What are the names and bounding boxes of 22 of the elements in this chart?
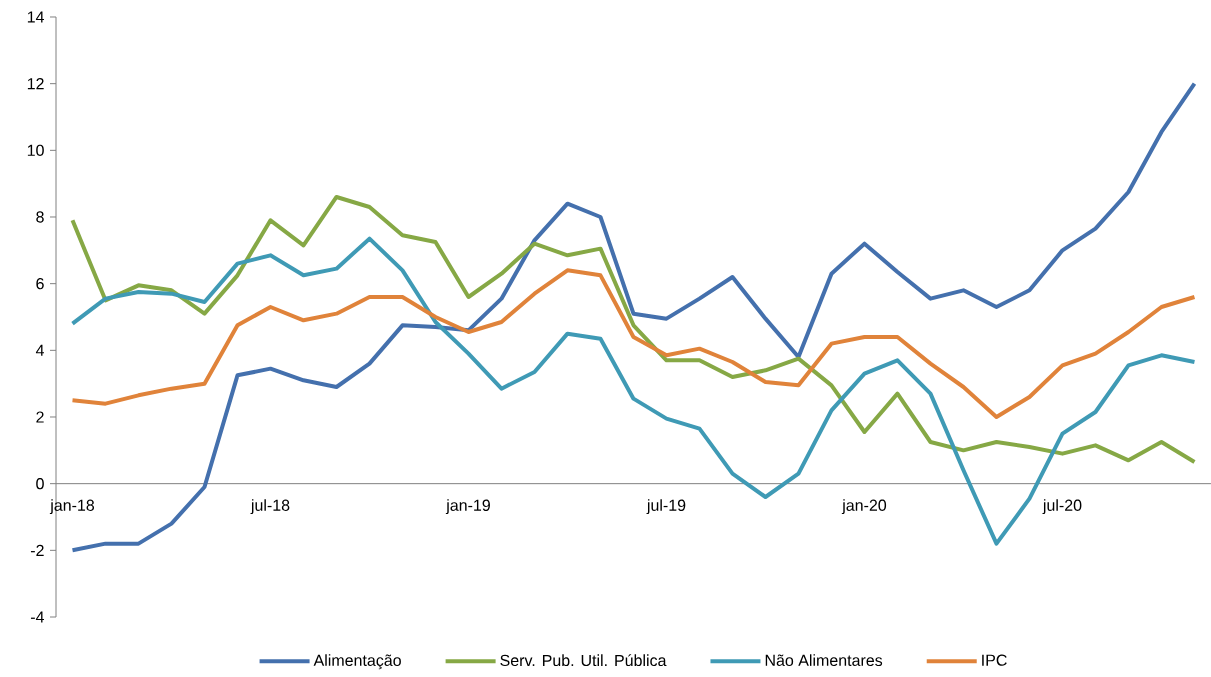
y-tick-label: -4 bbox=[30, 611, 45, 623]
y-tick-label: 12 bbox=[27, 78, 44, 90]
y-tick-label: 10 bbox=[27, 144, 44, 156]
y-tick-label: 14 bbox=[27, 11, 45, 23]
legend-label: Não Alimentares bbox=[765, 654, 883, 667]
y-tick-label: 4 bbox=[35, 344, 45, 356]
y-tick-label: -2 bbox=[30, 544, 44, 556]
x-tick-label: jul-20 bbox=[1042, 499, 1082, 515]
y-tick-label: 6 bbox=[36, 278, 44, 290]
legend-label: Serv. Pub. Util. Pública bbox=[500, 654, 667, 667]
y-tick-label: 8 bbox=[36, 211, 44, 223]
y-tick-label: 0 bbox=[36, 478, 44, 490]
x-tick-label: jul-19 bbox=[646, 499, 686, 515]
line-series bbox=[70, 195, 1197, 464]
line-series bbox=[70, 268, 1197, 419]
legend-label: Alimentação bbox=[313, 654, 401, 670]
legend-label: IPC bbox=[982, 654, 1007, 666]
y-tick-label: 2 bbox=[36, 411, 44, 423]
x-tick-label: jan-19 bbox=[445, 499, 490, 515]
x-tick-label: jul-18 bbox=[250, 499, 290, 515]
x-tick-label: jan-20 bbox=[841, 499, 887, 515]
x-tick-label: jan-18 bbox=[49, 499, 95, 515]
